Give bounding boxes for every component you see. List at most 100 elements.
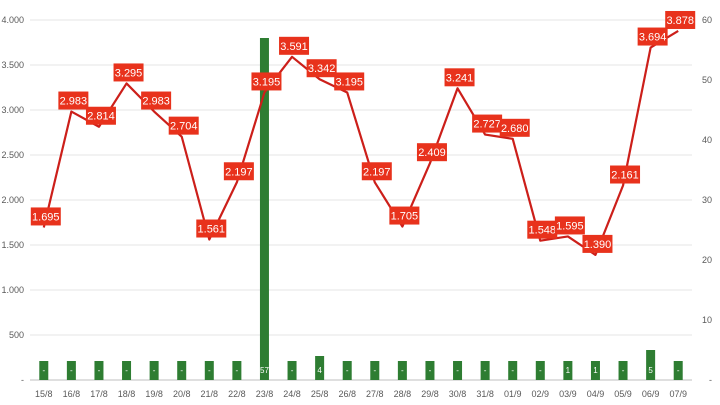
x-tick-label: 02/9 (532, 389, 550, 399)
bar (673, 361, 683, 380)
x-tick-label: 16/8 (63, 389, 81, 399)
line-label-box (610, 165, 641, 184)
line-label-box (389, 206, 420, 225)
line-data-label: 1.695 (32, 211, 60, 223)
line-data-label: 2.197 (363, 166, 391, 178)
bar-data-label: - (484, 366, 487, 375)
x-tick-label: 21/8 (201, 389, 219, 399)
bar (370, 361, 380, 380)
bar-data-label: - (153, 366, 156, 375)
line-label-box (279, 36, 310, 55)
x-tick-label: 07/9 (669, 389, 687, 399)
x-tick-label: 23/8 (256, 389, 274, 399)
line-data-label: 1.595 (556, 220, 584, 232)
bar (39, 361, 49, 380)
line-data-label: 1.561 (198, 224, 226, 236)
bar (508, 361, 518, 380)
bar (177, 361, 187, 380)
line-label-box (637, 27, 668, 46)
line-data-label: 3.342 (308, 63, 336, 75)
bar (535, 361, 545, 380)
line-data-label: 3.694 (639, 32, 667, 44)
bar (315, 356, 325, 380)
x-tick-label: 17/8 (90, 389, 108, 399)
bar (287, 361, 297, 380)
line-data-label: 2.409 (418, 147, 446, 159)
line-label-box (361, 162, 392, 181)
bar-data-label: - (70, 366, 73, 375)
line-label-box (306, 59, 337, 78)
line-label-box (196, 219, 227, 238)
left-tick-label: 2.000 (1, 195, 24, 205)
bar-data-label: - (373, 366, 376, 375)
bar (204, 361, 214, 380)
left-tick-label: 3.000 (1, 105, 24, 115)
right-tick-label: 40 (702, 135, 712, 145)
line-data-label: 1.390 (584, 239, 612, 251)
bar (66, 361, 76, 380)
bar-data-label: - (539, 366, 542, 375)
line-label-box (168, 116, 199, 135)
line-label-box (554, 216, 585, 235)
bar-data-label: 1 (593, 366, 598, 375)
bar-data-label: - (125, 366, 128, 375)
line-data-label: 3.878 (666, 15, 694, 27)
bar-data-label: - (208, 366, 211, 375)
line-label-box (141, 91, 172, 110)
bar (232, 361, 242, 380)
x-axis: 15/8 16/8 17/8 18/8 19/8 20/8 21/8 22/8 23/8 24/8… (35, 389, 687, 399)
x-tick-label: 06/9 (642, 389, 660, 399)
line-data-label: 3.295 (115, 67, 143, 79)
line-data-label: 3.195 (253, 76, 281, 88)
left-tick-label: 1.000 (1, 285, 24, 295)
line-data-label: 1.548 (529, 225, 557, 237)
bar (563, 361, 573, 380)
line-label-box (30, 207, 61, 226)
x-tick-label: 30/8 (449, 389, 467, 399)
line-label-box (665, 10, 696, 29)
x-tick-label: 05/9 (614, 389, 632, 399)
x-tick-label: 29/8 (421, 389, 439, 399)
x-tick-label: 15/8 (35, 389, 53, 399)
bar-data-label: - (42, 366, 45, 375)
x-tick-label: 19/8 (145, 389, 163, 399)
bar-data-label: - (511, 366, 514, 375)
line-label-box (113, 63, 144, 82)
line-data-label: 1.705 (391, 211, 419, 223)
x-tick-label: 01/9 (504, 389, 522, 399)
bar-data-label: - (401, 366, 404, 375)
left-axis: - 500 1.000 1.500 2.000 2.500 3.000 3.500 4.000 (1, 15, 24, 385)
line-label-box (582, 234, 613, 253)
right-tick-label: 60 (702, 15, 712, 25)
line-label-box (472, 114, 503, 133)
bar (646, 350, 656, 380)
x-tick-label: 27/8 (366, 389, 384, 399)
bar (397, 361, 407, 380)
line-data-label: 2.983 (142, 96, 170, 108)
line-label-box (334, 72, 365, 91)
left-tick-label: 2.500 (1, 150, 24, 160)
bar (618, 361, 628, 380)
line-data-labels: 1.695 2.983 2.814 3.295 2.983 2.704 1.561 2.197… (30, 10, 696, 253)
left-tick-label: 3.500 (1, 60, 24, 70)
left-tick-label: 1.500 (1, 240, 24, 250)
left-tick-label: 4.000 (1, 15, 24, 25)
bar (122, 361, 132, 380)
line-data-label: 3.195 (335, 76, 363, 88)
line-label-box (499, 118, 530, 137)
line-data-label: 2.197 (225, 166, 253, 178)
line-label-box (85, 106, 116, 125)
line-label-box (223, 162, 254, 181)
bar-data-label: 57 (260, 366, 269, 375)
line-data-label: 2.727 (473, 119, 501, 131)
bar-series: - - - - - - - - 57 - 4 - - - - - - - - 1 1 - 5 - (39, 38, 683, 380)
bar-data-label: 4 (317, 366, 322, 375)
line-data-label: 3.241 (446, 72, 474, 84)
left-tick-label: 500 (9, 330, 24, 340)
bar-data-label: - (236, 366, 239, 375)
bar (425, 361, 435, 380)
x-tick-label: 20/8 (173, 389, 191, 399)
right-tick-label: - (709, 375, 712, 385)
x-tick-label: 26/8 (338, 389, 356, 399)
